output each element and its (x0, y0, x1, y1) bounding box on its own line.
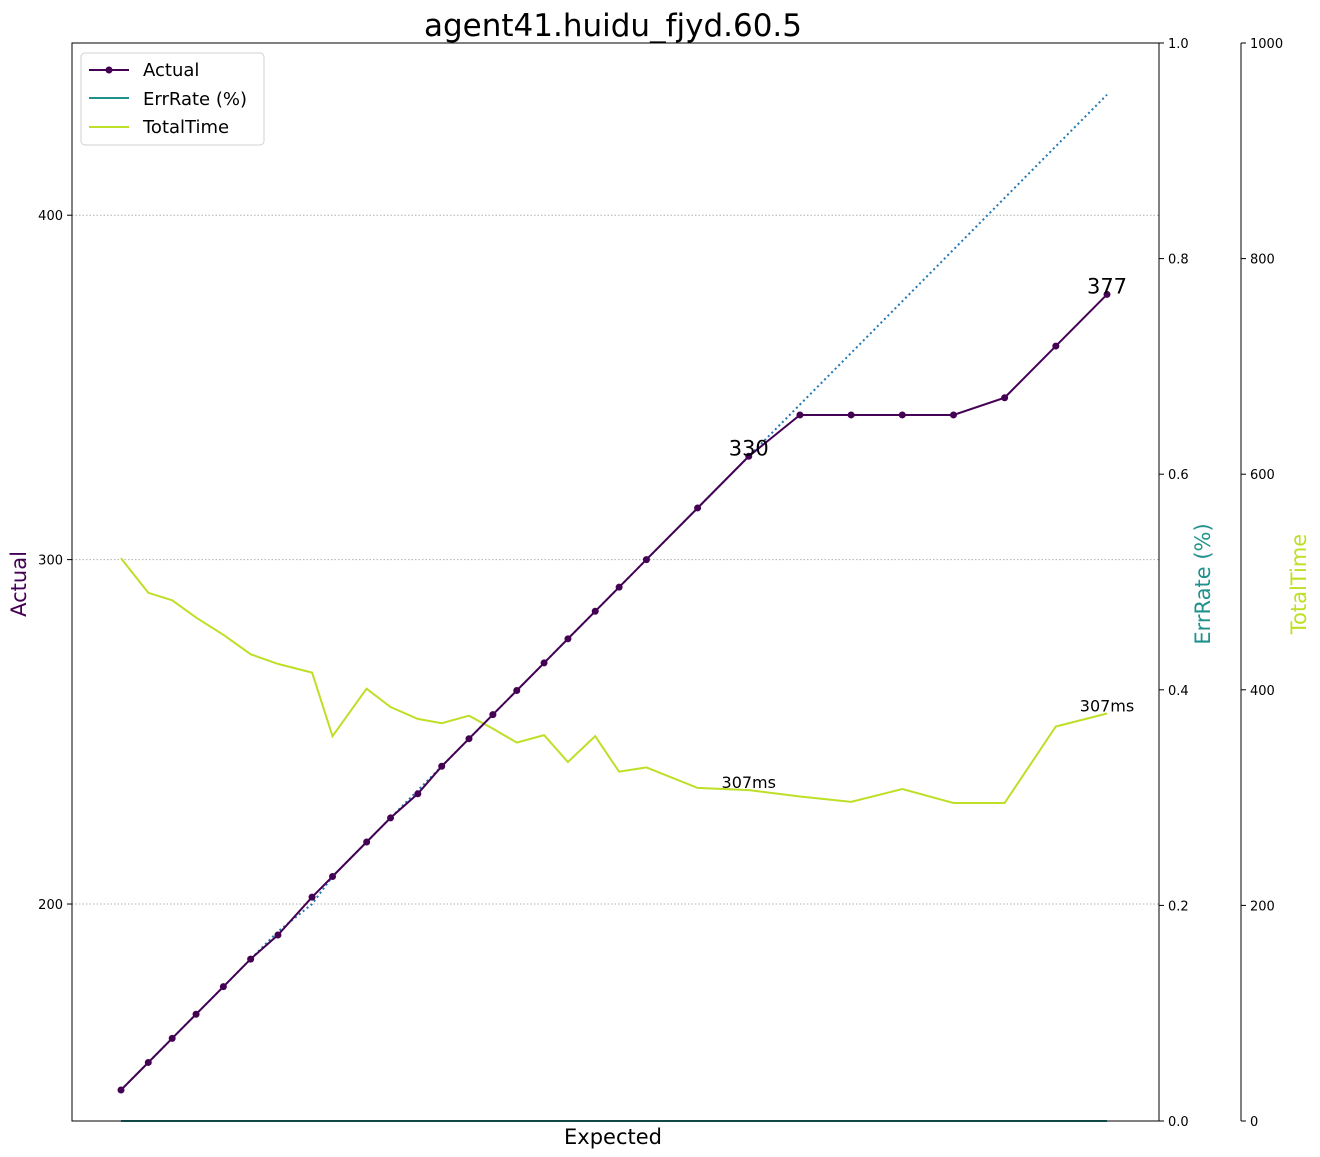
actual-point (329, 872, 337, 880)
legend: Actual ErrRate (%) TotalTime (80, 52, 265, 146)
chart-title: agent41.huidu_fjyd.60.5 (424, 8, 802, 44)
y3-tick-label: 400 (1250, 684, 1275, 699)
actual-point (1103, 290, 1111, 298)
y2-tick-label: 0.8 (1168, 253, 1189, 268)
annotations: 330 377 307ms 307ms (722, 274, 1135, 792)
actual-point (144, 1058, 152, 1066)
actual-point (387, 814, 395, 822)
plot-frame (71, 42, 1160, 1122)
actual-point (168, 1034, 176, 1042)
actual-point (949, 411, 957, 419)
y2-axis-title: ErrRate (%) (1191, 523, 1215, 644)
legend-marker-actual (105, 66, 113, 74)
y3-tick-label: 200 (1250, 899, 1275, 914)
plot-lines (117, 93, 1111, 1122)
actual-point (591, 607, 599, 615)
actual-point (219, 983, 227, 991)
y2-tick-label: 0.4 (1168, 684, 1189, 699)
actual-point (247, 955, 255, 963)
actual-point (274, 931, 282, 939)
y2-tick-label: 1.0 (1168, 37, 1189, 52)
y3-tick-label: 600 (1250, 468, 1275, 483)
actual-point (745, 452, 753, 460)
annotation-label: 377 (1087, 274, 1127, 298)
legend-label-totaltime: TotalTime (142, 117, 229, 138)
y2-tick-label: 0.0 (1168, 1115, 1189, 1130)
actual-point (489, 711, 497, 719)
y3-tick-label: 1000 (1250, 37, 1283, 52)
y-tick-label: 300 (38, 554, 63, 569)
actual-point (540, 659, 548, 667)
actual-point (642, 556, 650, 564)
actual-point (117, 1086, 125, 1094)
annotation-label: 330 (729, 436, 769, 460)
actual-point (847, 411, 855, 419)
actual-point (438, 762, 446, 770)
actual-point (1052, 342, 1060, 350)
actual-point (192, 1010, 200, 1018)
y3-axis-title: TotalTime (1287, 534, 1311, 635)
actual-point (465, 735, 473, 743)
y3-tick-label: 800 (1250, 253, 1275, 268)
y-axis-title: Actual (7, 551, 31, 617)
actual-point (513, 686, 521, 694)
actual-point (694, 504, 702, 512)
actual-point (363, 838, 371, 846)
legend-label-actual: Actual (143, 60, 199, 81)
y-tick-label: 400 (38, 209, 63, 224)
annotation-label: 307ms (722, 773, 776, 792)
series-line-totaltime (120, 557, 1108, 804)
series-line-actual (120, 293, 1108, 1091)
actual-point (564, 635, 572, 643)
legend-box (80, 52, 265, 146)
actual-point (308, 893, 316, 901)
x-axis-title: Expected (564, 1125, 662, 1149)
actual-point (898, 411, 906, 419)
y-tick-label: 200 (38, 898, 63, 913)
legend-label-errrate: ErrRate (%) (143, 89, 247, 110)
y2-tick-label: 0.2 (1168, 899, 1189, 914)
actual-point (796, 411, 804, 419)
y2-tick-label: 0.6 (1168, 468, 1189, 483)
y3-tick-label: 0 (1250, 1115, 1258, 1130)
axis-ticks: 200 300 400 0.0 0.2 0.4 0.6 0.8 1.0 0 200 400 600 800… (38, 37, 1283, 1130)
actual-point (615, 583, 623, 591)
actual-point (414, 790, 422, 798)
annotation-label: 307ms (1080, 697, 1134, 716)
actual-point (1001, 394, 1009, 402)
grid (72, 214, 1159, 905)
